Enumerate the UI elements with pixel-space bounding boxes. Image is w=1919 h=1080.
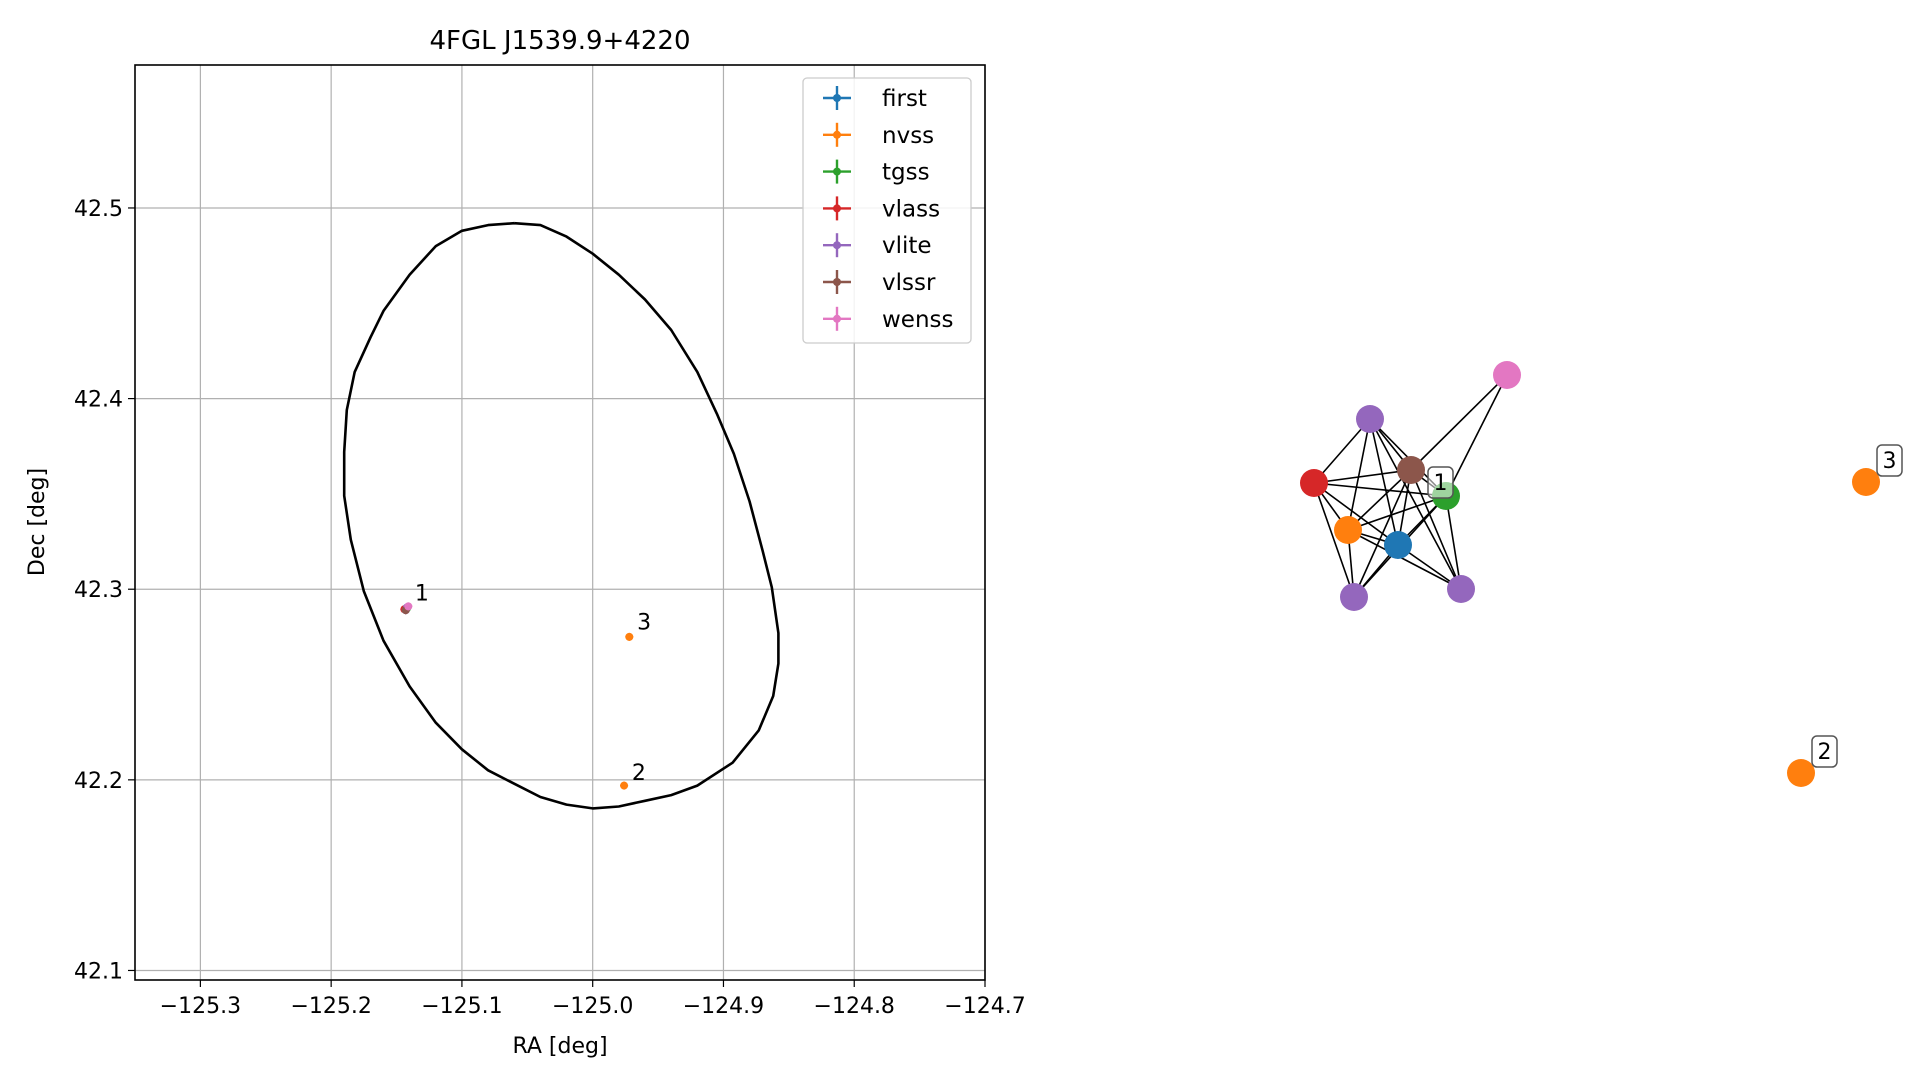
legend-marker-vlite [833,241,841,250]
graph-edge [1313,482,1355,598]
data-points [400,602,634,790]
y-tick-label: 42.3 [74,578,123,603]
point-annotation: 3 [637,610,651,635]
sky-map-panel: 1 3 2 −125.3 −125.2 −125.1 −125.0 −124.9 −124.8… [25,26,1026,1059]
point-annotations: 1 3 2 [415,582,651,786]
grid [135,65,986,980]
graph-label: 3 [1883,449,1897,474]
point-wenss [404,602,413,611]
graph-node-first [1384,531,1412,559]
graph-node-vlass [1300,469,1328,497]
graph-node-nvss-1 [1334,516,1362,544]
legend-marker-nvss [833,130,841,139]
graph-label: 2 [1818,740,1832,765]
legend-label-vlssr: vlssr [882,270,936,296]
x-tick-label: −124.8 [814,994,895,1019]
legend: first nvss tgss vlass vlite vlssr wenss [802,77,972,344]
x-tick-label: −124.9 [683,994,764,1019]
graph-node-vlite-b [1340,583,1368,611]
legend-label-nvss: nvss [882,123,934,149]
uncertainty-ellipse [342,221,780,810]
point-annotation: 2 [632,761,646,786]
point-annotation: 1 [415,582,429,607]
graph-node-nvss-2 [1787,759,1815,787]
graph-edge [1313,418,1371,484]
legend-label-wenss: wenss [882,307,954,333]
legend-marker-tgss [833,167,841,176]
legend-label-vlite: vlite [882,233,932,259]
legend-marker-vlssr [833,278,841,286]
graph-nodes [1300,361,1880,787]
graph-edge [1313,469,1412,484]
legend-marker-vlass [833,204,841,213]
graph-edge [1369,418,1462,590]
graph-node-nvss-3 [1852,468,1880,496]
legend-label-tgss: tgss [882,160,930,186]
y-tick-label: 42.5 [74,197,123,222]
legend-label-vlass: vlass [882,196,940,222]
graph-edge [1347,469,1412,531]
y-axis-label: Dec [deg] [25,468,50,576]
point-nvss [620,781,629,790]
graph-edge [1410,374,1508,471]
graph-edge [1353,469,1412,598]
legend-box [802,77,972,344]
graph-node-vlite-a [1356,405,1384,433]
graph-labels: 1 3 2 [1427,444,1903,768]
y-axis-ticks: 42.1 42.2 42.3 42.4 42.5 [74,197,135,984]
y-tick-label: 42.1 [74,959,123,984]
graph-edges [1313,374,1508,598]
graph-edge [1410,469,1462,590]
ellipse [342,221,780,810]
graph-node-vlssr [1397,456,1425,484]
graph-edge [1369,418,1399,546]
legend-marker-first [833,94,841,102]
axes-frame [134,64,986,981]
legend-marker-wenss [833,314,841,323]
graph-edge [1445,495,1462,590]
x-tick-label: −125.2 [290,994,371,1019]
graph-edge [1313,482,1447,497]
x-axis-ticks: −125.3 −125.2 −125.1 −125.0 −124.9 −124.8 −124… [160,980,1026,1019]
graph-node-wenss [1493,361,1521,389]
y-tick-label: 42.2 [74,769,123,794]
graph-label: 1 [1434,471,1448,496]
graph-label-box [1876,444,1903,477]
network-graph-panel: 1 3 2 [1300,361,1903,787]
point-nvss [625,632,634,641]
graph-node-vlite-c [1447,575,1475,603]
graph-label-box [1811,735,1838,768]
graph-edge [1347,529,1462,590]
x-axis-label: RA [deg] [512,1034,607,1059]
chart-title: 4FGL J1539.9+4220 [430,26,691,56]
x-tick-label: −125.3 [160,994,241,1019]
graph-edge [1347,495,1447,531]
graph-edge [1445,374,1508,497]
graph-edge [1347,418,1371,531]
graph-label-box [1427,466,1454,499]
x-tick-label: −124.7 [944,994,1025,1019]
x-tick-label: −125.0 [552,994,633,1019]
x-tick-label: −125.1 [421,994,502,1019]
legend-label-first: first [882,86,927,112]
y-tick-label: 42.4 [74,388,123,413]
graph-edge [1313,482,1399,546]
